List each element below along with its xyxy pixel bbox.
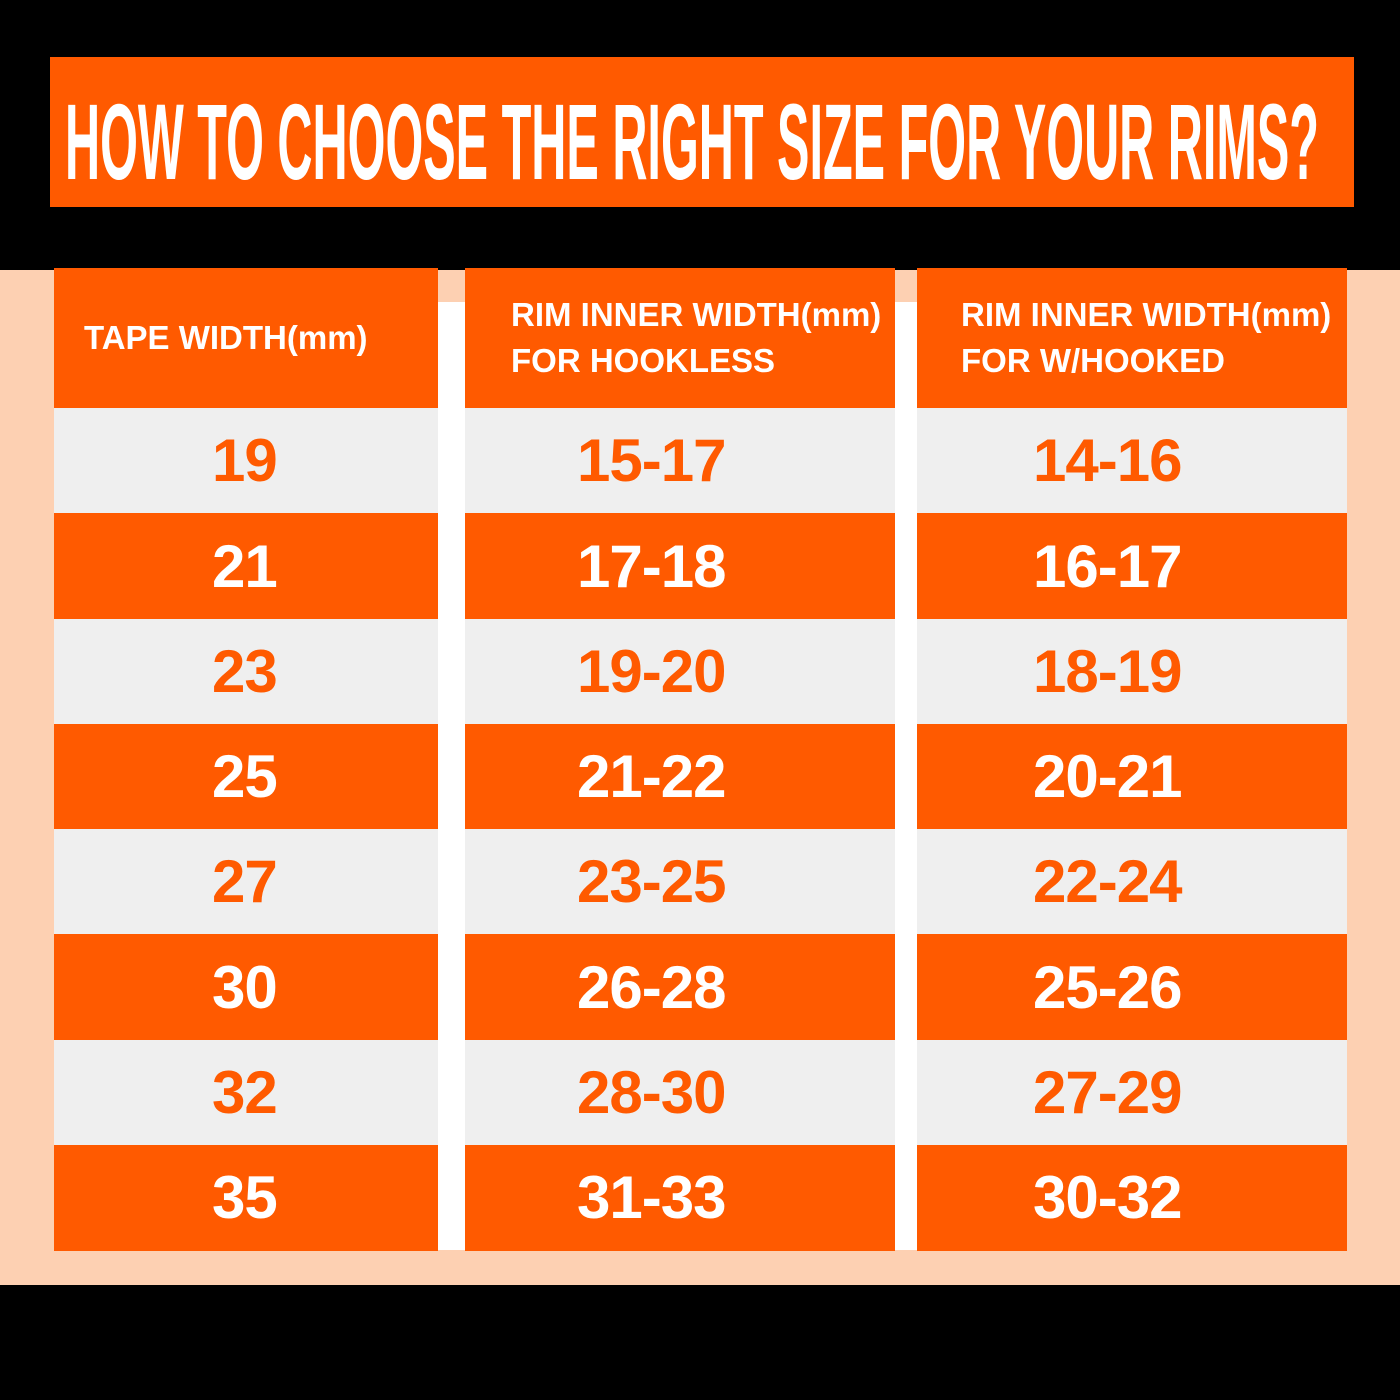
- table-cell: 31-33: [465, 1144, 895, 1251]
- title-svg: HOW TO CHOOSE THE RIGHT SIZE FOR YOUR RI…: [65, 81, 1319, 202]
- table-cell: 23: [54, 618, 438, 725]
- column-gap: [438, 302, 465, 1250]
- table-cell: 22-24: [917, 829, 1347, 935]
- table-cell: 32: [54, 1039, 438, 1146]
- header-text: RIM INNER WIDTH(mm): [961, 296, 1332, 333]
- header-cell: RIM INNER WIDTH(mm) FOR HOOKLESS: [465, 268, 895, 408]
- title: HOW TO CHOOSE THE RIGHT SIZE FOR YOUR RI…: [65, 81, 1319, 202]
- table-cell: 17-18: [465, 513, 895, 619]
- table-cell: 21: [54, 513, 438, 619]
- header-cell: RIM INNER WIDTH(mm) FOR W/HOOKED: [917, 268, 1347, 408]
- title-banner: [50, 57, 1354, 207]
- table-cell: 16-17: [917, 513, 1347, 619]
- table-cell: 19-20: [465, 618, 895, 725]
- header-text: FOR W/HOOKED: [961, 342, 1225, 379]
- header-text: RIM INNER WIDTH(mm): [511, 296, 882, 333]
- table-cell: 26-28: [465, 934, 895, 1040]
- header-text: TAPE WIDTH(mm): [84, 319, 368, 356]
- table-cell: 28-30: [465, 1039, 895, 1146]
- table-cell: 19: [54, 408, 438, 514]
- column-gap: [895, 302, 917, 1250]
- table-cell: 20-21: [917, 723, 1347, 830]
- table-cell: 25: [54, 723, 438, 830]
- table-cell: 35: [54, 1144, 438, 1251]
- table-cell: 25-26: [917, 934, 1347, 1040]
- table-cell: 23-25: [465, 829, 895, 935]
- table-cell: 30: [54, 934, 438, 1040]
- header-cell: TAPE WIDTH(mm): [54, 268, 438, 408]
- table-cell: 15-17: [465, 408, 895, 514]
- header-text: FOR HOOKLESS: [511, 342, 776, 379]
- table-cell: 27-29: [917, 1039, 1347, 1146]
- table-cell: 14-16: [917, 408, 1347, 514]
- table-cell: 27: [54, 829, 438, 935]
- table-cell: 30-32: [917, 1144, 1347, 1251]
- table-cell: 18-19: [917, 618, 1347, 725]
- table-cell: 21-22: [465, 723, 895, 830]
